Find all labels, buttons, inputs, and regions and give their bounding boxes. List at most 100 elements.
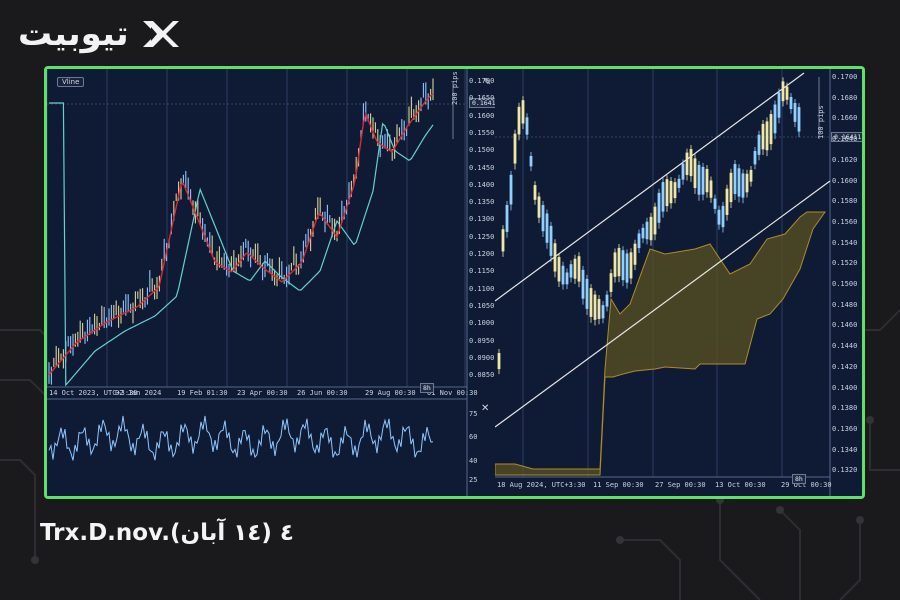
close-indicator-icon[interactable]: ✕ [481,403,490,414]
oscillator-tick-label: 25 [469,476,478,484]
candle-body [541,205,545,232]
price-tick-label: 0.0950 [469,336,495,345]
left-chart-panel: Vline 0.16411 200 pips ✎ 0.1700 0.1650 0.1… [47,69,503,496]
candle-body [721,205,725,228]
current-price-tag-right: 0.16411 [831,132,862,142]
candle-body [605,294,609,307]
price-tick-label: 0.1000 [469,319,495,328]
price-tick-label: 0.1500 [469,146,495,155]
time-tick-label: 11 Sep 00:30 [593,481,644,489]
price-tick-label: 0.1520 [832,259,858,268]
candle-body [581,269,585,299]
post-caption: Trx.D.nov.٤ (١٤ آبان) [40,520,294,546]
candle-body [689,149,693,177]
candle-body [709,180,713,198]
candle-body [765,121,769,151]
price-tick-label: 0.1440 [832,342,858,351]
time-tick-label: 26 Jun 00:30 [297,389,348,397]
candle-body [533,185,537,200]
candle-body [633,243,637,265]
price-tick-label: 0.1700 [832,73,858,81]
candle-body [549,225,553,256]
candle-body [597,299,601,319]
candle-body [749,169,753,182]
price-tick-label: 0.0900 [469,353,495,362]
time-tick-label: 29 Aug 00:30 [365,389,416,397]
price-tick-label: 0.1250 [469,232,495,241]
time-tick-label: 01 Nov 00:30 [427,389,478,397]
price-tick-label: 0.1580 [832,197,858,206]
x-arrows-logo-icon [142,21,179,47]
right-chart-svg [494,69,831,496]
candle-body [785,86,789,100]
brand-logo[interactable]: تیوبیت [18,14,183,54]
candle-body [697,164,701,195]
candle-body [573,258,577,279]
vline-tag[interactable]: Vline [57,77,85,87]
price-tick-label: 0.1500 [832,280,858,288]
candle-body [701,166,705,195]
time-tick-label: 14 Oct 2023, UTC+3:30 [49,389,138,397]
timeframe-badge[interactable]: 8h [420,383,434,393]
price-tick-label: 0.1660 [832,114,858,123]
timeframe-badge-right[interactable]: 8h [792,474,806,484]
time-tick-label: 19 Feb 01:30 [177,389,228,397]
candle-body [769,114,773,145]
candle-body [505,205,509,232]
candle-body [777,92,781,118]
right-chart-panel: 0.16411 100 pips 0.1700 0.1680 0.1660 0.164… [494,69,862,496]
candle-body [665,179,669,207]
slow-moving-average-line [49,102,434,387]
candle-body [649,216,653,241]
price-tick-label: 0.1400 [469,180,495,189]
price-tick-label: 0.1600 [832,176,858,185]
candle-body [569,264,573,278]
candle-body [629,252,633,279]
candle-body [741,173,745,198]
price-tick-label: 0.1600 [469,111,495,120]
candle-body [705,168,709,193]
candle-body [669,181,673,204]
candle-body [645,221,649,240]
edit-icon[interactable]: ✎ [483,77,492,88]
candle-body [753,150,757,165]
brand-name: تیوبیت [18,14,129,54]
candle-body [577,256,581,282]
oscillator-tick-label: 40 [469,457,478,465]
candle-body [641,227,645,239]
candle-body [561,265,565,285]
price-tick-label: 0.1700 [469,77,495,85]
price-tick-label: 0.1400 [832,383,858,392]
chart-frame: Vline 0.16411 200 pips ✎ 0.1700 0.1650 0.1… [44,66,865,499]
candle-body [653,206,657,235]
left-chart-svg [47,69,468,496]
pips-ruler-label: 200 pips [451,71,459,105]
price-tick-label: 0.1100 [469,284,495,293]
candle-body [737,168,741,197]
candle-body [513,133,517,164]
candle-body [537,196,541,218]
price-tick-label: 0.1560 [832,217,858,226]
candle-body [713,198,717,209]
price-tick-label: 0.1350 [469,198,495,207]
price-tick-label: 0.1420 [832,362,858,371]
candle-body [657,192,661,223]
channel-upper-line[interactable] [494,72,805,302]
fast-moving-average-line [48,93,434,376]
candle-body [553,243,557,272]
time-tick-label: 02 Jan 2024 [115,389,162,397]
channel-lower-line[interactable] [494,180,831,428]
candle-body [621,250,625,281]
candle-body [521,100,525,124]
time-tick-label: 13 Oct 00:30 [715,481,766,489]
candle-body [693,158,697,188]
candle-body [617,247,621,277]
price-tick-label: 0.1550 [469,128,495,137]
price-tick-label: 0.1480 [832,300,858,309]
price-tick-label: 0.1650 [469,94,495,103]
candle-body [545,213,549,243]
candle-body [733,164,737,194]
price-tick-label: 0.1200 [469,250,495,258]
candle-body [497,353,501,370]
candle-body [661,182,665,212]
